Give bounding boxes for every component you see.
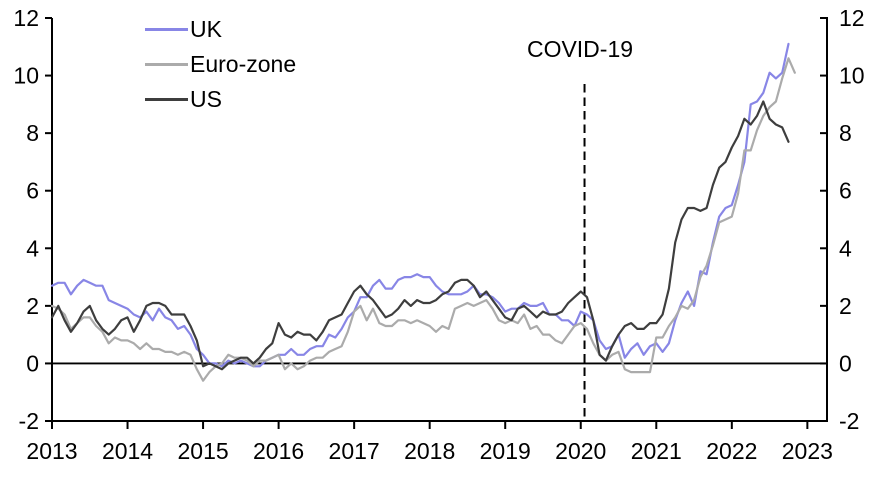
- x-axis-tick-label: 2013: [26, 438, 77, 464]
- uk-line-swatch: [145, 28, 188, 31]
- y-axis-tick-label-left: -2: [19, 408, 39, 434]
- y-axis-tick-label-left: 2: [26, 293, 39, 319]
- x-axis-tick-label: 2014: [102, 438, 153, 464]
- y-axis-tick-label-left: 12: [13, 5, 39, 31]
- legend-label-uk: UK: [190, 16, 222, 42]
- series-line-us: [50, 100, 790, 371]
- legend-label-us: US: [190, 86, 222, 112]
- legend-item-uk: UK: [145, 12, 296, 47]
- legend-label-eurozone: Euro-zone: [190, 51, 297, 77]
- y-axis-tick-label-right: 12: [839, 5, 865, 31]
- x-axis-tick-label: 2016: [253, 438, 304, 464]
- legend-item-us: US: [145, 82, 296, 117]
- y-axis-tick-label-right: 2: [839, 293, 852, 319]
- series-line-eurozone: [50, 57, 796, 382]
- x-axis-tick-label: 2020: [555, 438, 606, 464]
- legend: UK Euro-zone US: [145, 12, 296, 117]
- y-axis-tick-label-right: 0: [839, 350, 852, 376]
- y-axis-tick-label-right: 6: [839, 178, 852, 204]
- x-axis-tick-label: 2022: [706, 438, 757, 464]
- x-axis-tick-label: 2018: [404, 438, 455, 464]
- x-axis-tick-label: 2015: [177, 438, 228, 464]
- y-axis-tick-label-left: 0: [26, 350, 39, 376]
- y-axis-tick-label-left: 6: [26, 178, 39, 204]
- x-axis-tick-label: 2019: [480, 438, 531, 464]
- y-axis-tick-label-left: 8: [26, 120, 39, 146]
- x-axis-tick-label: 2017: [329, 438, 380, 464]
- y-axis-tick-label-right: 4: [839, 235, 852, 261]
- y-axis-tick-label-left: 4: [26, 235, 39, 261]
- x-axis-tick-label: 2023: [782, 438, 833, 464]
- y-axis-tick-label-right: 10: [839, 63, 865, 89]
- y-axis-tick-label-left: 10: [13, 63, 39, 89]
- covid-annotation-label: COVID-19: [526, 36, 634, 62]
- us-line-swatch: [145, 98, 188, 101]
- x-axis-tick-label: 2021: [631, 438, 682, 464]
- eurozone-line-swatch: [145, 63, 188, 66]
- y-axis-tick-label-right: -2: [839, 408, 859, 434]
- series-line-uk: [50, 42, 790, 368]
- y-axis-tick-label-right: 8: [839, 120, 852, 146]
- legend-item-eurozone: Euro-zone: [145, 47, 296, 82]
